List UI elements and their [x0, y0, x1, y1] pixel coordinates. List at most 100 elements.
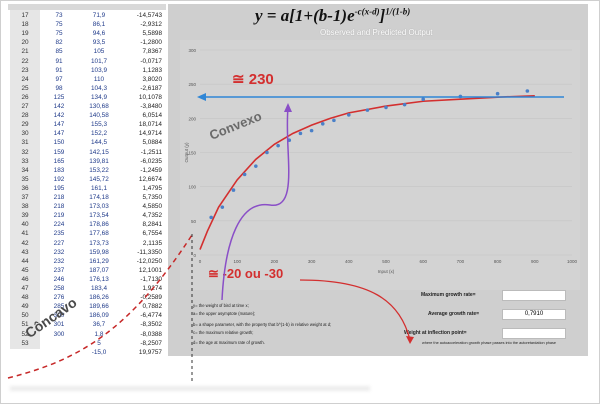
table-cell: 144,5 — [91, 139, 107, 147]
table-cell: 42 — [10, 237, 40, 249]
avg-rate-box: 0,7910 — [502, 309, 566, 320]
table-cell: 142 — [53, 103, 65, 110]
table-cell: 159 — [53, 148, 65, 156]
table-cell: -2,9312 — [140, 21, 162, 29]
table-cell: 12,1001 — [138, 266, 162, 274]
table-cell: 285 — [53, 303, 65, 311]
table-cell: 177,68 — [89, 230, 109, 238]
table-cell: 173,03 — [89, 203, 109, 211]
table-cell: 161,29 — [89, 257, 109, 265]
table-row: 19 75 94,6 5,5898 — [8, 28, 166, 40]
table-row: 40 224 178,86 8,2841 — [8, 219, 166, 231]
table-cell: -6,0235 — [140, 157, 162, 165]
formula: y = a[1+(b-1)e-c(x-d)]1/(1-b) — [255, 6, 410, 26]
table-cell: 140,58 — [89, 112, 109, 120]
table-row: 51 301 36,7 -8,3502 — [8, 319, 166, 331]
table-cell: -1,7130 — [140, 275, 162, 283]
observed-point — [231, 188, 236, 192]
asymptote-annotation: ≅ 230 — [232, 71, 274, 88]
table-row: 27 142 130,68 -3,8480 — [8, 101, 166, 112]
table-cell: 21 — [10, 46, 40, 58]
def-y: y= the weight of bird at time x; — [193, 303, 249, 308]
weight-inflection-label: Weight at inflection point= — [404, 330, 467, 336]
table-cell: 41 — [10, 228, 40, 240]
table-cell: 75 — [55, 30, 63, 38]
table-cell: 195 — [53, 184, 65, 192]
table-cell: 20 — [10, 37, 40, 49]
x-tick-label: 1000 — [567, 259, 578, 264]
table-cell: 232 — [53, 248, 65, 256]
table-cell: 227 — [53, 239, 65, 247]
table-cell: 1,4795 — [142, 184, 162, 192]
observed-point — [220, 205, 225, 209]
table-cell: 300 — [53, 330, 65, 338]
table-cell: 5 — [97, 339, 101, 347]
table-cell: 43 — [10, 246, 40, 258]
table-cell: 36 — [10, 182, 40, 194]
x-tick-label: 400 — [345, 259, 353, 264]
table-cell: 176,13 — [89, 275, 109, 283]
observed-point — [309, 128, 314, 133]
table-cell: 94,6 — [92, 30, 106, 38]
inflection-note-arrow — [299, 279, 411, 341]
table-cell: 192 — [53, 175, 65, 183]
table-row: 39 219 173,54 4,7352 — [8, 210, 166, 222]
observed-point — [209, 215, 213, 220]
observed-point — [242, 172, 247, 177]
table-cell: -3,8480 — [140, 103, 162, 110]
table-cell: 19,9757 — [138, 348, 162, 356]
table-cell: 186,09 — [89, 312, 109, 320]
table-cell: 37 — [10, 192, 40, 203]
formula-middle: 1+(b-1)e — [294, 6, 355, 25]
table-cell: 35 — [10, 173, 40, 185]
table-cell: 47 — [10, 283, 40, 294]
table-row: 37 218 174,18 5,7350 — [8, 192, 166, 203]
table-row: 31 150 144,5 5,0884 — [8, 137, 166, 149]
table-cell: 32 — [10, 146, 40, 158]
observed-point — [265, 150, 269, 155]
table-cell: 30 — [10, 128, 40, 140]
y-tick-label: 300 — [188, 48, 196, 53]
table-cell: 31 — [10, 137, 40, 149]
table-row: 36 195 161,1 1,4795 — [8, 182, 166, 194]
table-cell: 189,66 — [89, 303, 109, 311]
table-cell: -1,2800 — [140, 39, 162, 47]
table-cell: 258 — [53, 285, 65, 292]
x-tick-label: 800 — [494, 259, 502, 264]
weight-inflection-box — [502, 328, 566, 339]
table-cell: 101,7 — [91, 57, 107, 65]
x-tick-label: 600 — [419, 259, 427, 264]
table-cell: 152,2 — [91, 130, 107, 138]
table-row: 25 98 104,3 -2,6187 — [8, 82, 166, 94]
inflection-annotation: ≅ -20 ou -30 — [208, 266, 284, 281]
table-cell: 110 — [93, 75, 105, 83]
table-cell: 50 — [10, 310, 40, 322]
formula-suffix: ] — [379, 6, 386, 25]
table-cell: 5,7350 — [142, 194, 162, 201]
table-cell: 219 — [53, 212, 65, 220]
table-row: 26 125 134,9 10,1078 — [8, 91, 166, 103]
table-cell: 1,8 — [94, 330, 104, 338]
table-cell: 93,5 — [92, 39, 106, 47]
table-row: 42 227 173,73 2,1135 — [8, 237, 166, 249]
table-cell: 125 — [53, 93, 65, 101]
observed-point — [421, 97, 425, 101]
observed-point — [254, 164, 258, 168]
table-cell: 6,7554 — [142, 230, 162, 238]
table-row: 20 82 93,5 -1,2800 — [8, 37, 166, 49]
table-cell: 147 — [53, 130, 65, 138]
inflection-note-arrowhead — [406, 336, 414, 344]
table-cell: 82 — [55, 39, 63, 47]
table-row: 46 246 176,13 -1,7130 — [8, 273, 166, 285]
table-cell: 153,22 — [89, 166, 109, 174]
table-cell: 73 — [55, 12, 63, 19]
table-cell: 97 — [55, 75, 63, 83]
table-row: 24 97 110 3,8020 — [8, 73, 166, 85]
table-cell: 155,3 — [91, 121, 107, 129]
table-row: 48 276 186,26 -0,2589 — [8, 292, 166, 304]
table-row: 53 5 -8,2507 — [8, 337, 166, 349]
convex-arrow — [221, 107, 290, 301]
table-cell: 159,98 — [89, 248, 109, 256]
table-cell: 165 — [53, 157, 65, 165]
table-cell: 44 — [10, 255, 40, 267]
